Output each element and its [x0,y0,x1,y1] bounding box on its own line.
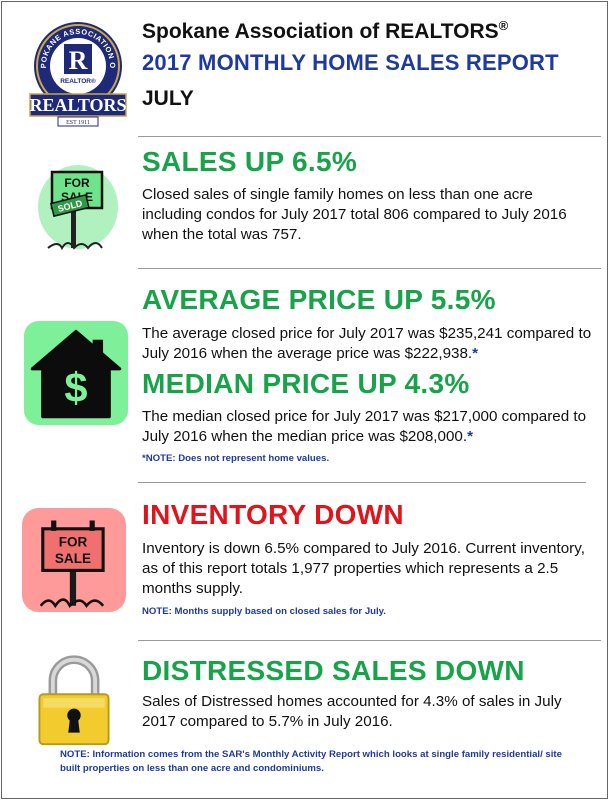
report-month: JULY [142,87,194,110]
svg-text:FOR: FOR [59,534,88,549]
svg-text:FOR: FOR [64,176,90,190]
divider-3 [138,482,586,483]
report-title: 2017 MONTHLY HOME SALES REPORT [142,50,559,75]
divider-2 [138,268,601,269]
median-heading: MEDIAN PRICE UP 4.3% [142,368,470,399]
inventory-note: NOTE: Months supply based on closed sale… [142,606,386,617]
svg-text:REALTOR®: REALTOR® [60,77,96,85]
org-name: Spokane Association of REALTORS® [142,18,509,43]
realtors-logo: SPOKANE ASSOCIATION OF R REALTOR® REALTO… [28,14,127,127]
distressed-heading: DISTRESSED SALES DOWN [142,655,525,686]
padlock-icon [38,655,110,746]
for-sale-sign-icon: FOR SALE [22,508,126,612]
svg-text:R: R [69,46,88,75]
svg-text:REALTORS: REALTORS [29,95,126,115]
footer-note: NOTE: Information comes from the SAR's M… [60,749,562,774]
inventory-heading: INVENTORY DOWN [142,499,404,530]
average-heading: AVERAGE PRICE UP 5.5% [142,284,496,315]
svg-text:SALE: SALE [55,551,91,566]
median-body: The median closed price for July 2017 wa… [142,408,587,445]
inventory-body: Inventory is down 6.5% compared to July … [142,540,585,597]
house-dollar-icon: $ [24,321,128,425]
svg-text:EST 1911: EST 1911 [66,120,90,126]
average-body: The average closed price for July 2017 w… [142,325,592,362]
sales-heading: SALES UP 6.5% [142,146,358,177]
svg-text:$: $ [64,364,87,411]
divider-4 [138,640,601,641]
sales-body: Closed sales of single family homes on l… [142,186,567,243]
distressed-body: Sales of Distressed homes accounted for … [142,693,562,730]
median-note: *NOTE: Does not represent home values. [142,453,330,464]
sold-sign-icon: FOR SALE SOLD [38,165,118,251]
divider-1 [138,136,601,137]
